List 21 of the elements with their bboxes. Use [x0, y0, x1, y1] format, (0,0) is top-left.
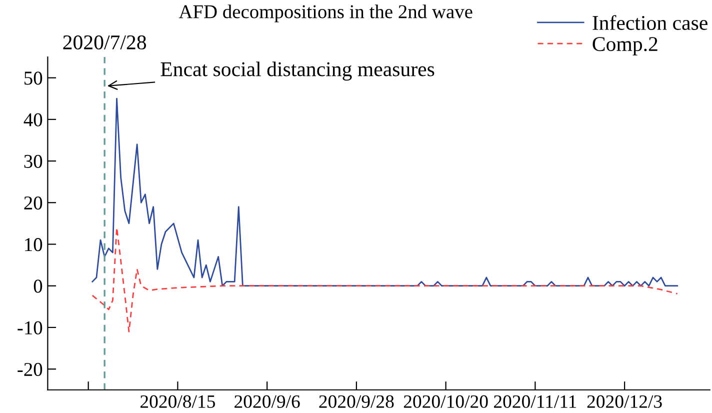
line-series [92, 98, 678, 287]
x-tick-label: 2020/11/11 [494, 395, 576, 408]
ref-line-label: 2020/7/28 [63, 35, 146, 50]
x-tick-label: 2020/10/20 [404, 395, 488, 408]
y-tick-label: 40 [24, 113, 42, 126]
legend-label: Infection case [592, 15, 708, 30]
y-tick-label: -20 [18, 362, 42, 376]
y-tick-label: 10 [25, 238, 42, 252]
x-tick-label: 2020/9/6 [234, 395, 300, 408]
chart-title: AFD decompositions in the 2nd wave [178, 4, 472, 22]
annotation: Encat social distancing measures [160, 62, 434, 81]
y-tick-label: 30 [24, 154, 42, 168]
line-series [92, 226, 678, 332]
y-tick-label: 50 [24, 72, 42, 85]
x-tick-label: 2020/12/3 [587, 395, 662, 408]
legend-label: Comp.2 [592, 37, 658, 56]
y-tick-label: 20 [24, 196, 42, 210]
x-tick-label: 2020/8/15 [140, 395, 215, 408]
x-tick-label: 2020/9/28 [319, 395, 394, 408]
y-tick-label: 0 [34, 280, 42, 293]
y-tick-label: -10 [18, 321, 42, 334]
